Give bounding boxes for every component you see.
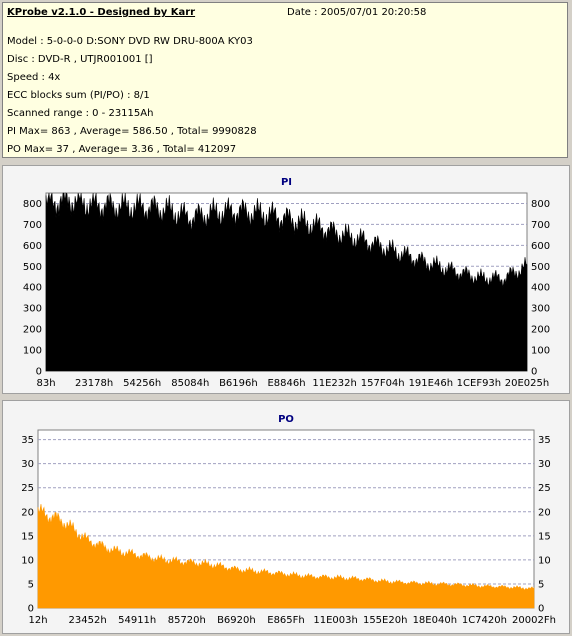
pi-xtick-label: 54256h	[123, 378, 161, 389]
disc-line: Disc : DVD-R , UTJR001001 []	[7, 54, 153, 65]
po-ytick-right: 10	[538, 555, 551, 566]
speed-line: Speed : 4x	[7, 72, 61, 83]
po-title: PO	[278, 414, 294, 425]
pi-ytick-right: 600	[531, 241, 550, 252]
po-summary-line: PO Max= 37 , Average= 3.36 , Total= 4120…	[7, 144, 237, 155]
pi-ytick-left: 800	[23, 199, 42, 210]
po-series-area	[37, 504, 535, 609]
po-xtick-label: E865Fh	[267, 615, 305, 626]
pi-ytick-right: 800	[531, 199, 550, 210]
po-xtick-label: 155E20h	[363, 615, 407, 626]
app-title: KProbe v2.1.0 - Designed by Karr	[7, 7, 196, 18]
po-xtick-label: 23452h	[69, 615, 107, 626]
pi-xtick-label: 83h	[36, 378, 55, 389]
pi-ytick-left: 300	[23, 304, 42, 315]
po-xtick-label: 11E003h	[313, 615, 357, 626]
po-ytick-right: 25	[538, 483, 551, 494]
ecc-line: ECC blocks sum (PI/PO) : 8/1	[7, 90, 150, 101]
pi-ytick-right: 400	[531, 283, 550, 294]
po-xtick-label: B6920h	[217, 615, 256, 626]
po-ytick-left: 15	[21, 531, 34, 542]
po-ytick-right: 35	[538, 435, 551, 446]
po-ytick-left: 0	[28, 604, 34, 615]
pi-ytick-right: 0	[531, 367, 537, 378]
pi-xtick-label: 23178h	[75, 378, 113, 389]
pi-ytick-right: 300	[531, 304, 550, 315]
pi-title: PI	[281, 177, 292, 188]
pi-xtick-label: 1CEF93h	[457, 378, 501, 389]
po-ytick-left: 5	[28, 579, 34, 590]
pi-ytick-left: 100	[23, 346, 42, 357]
po-xtick-label: 85720h	[168, 615, 206, 626]
po-ytick-right: 20	[538, 507, 551, 518]
pi-summary-line: PI Max= 863 , Average= 586.50 , Total= 9…	[7, 126, 257, 137]
po-ytick-left: 35	[21, 435, 34, 446]
info-panel: KProbe v2.1.0 - Designed by Karr Date : …	[2, 2, 568, 158]
pi-xtick-label: 157F04h	[361, 378, 405, 389]
po-ytick-right: 30	[538, 459, 551, 470]
pi-xtick-label: 20E025h	[505, 378, 549, 389]
po-ytick-left: 20	[21, 507, 34, 518]
pi-ytick-left: 500	[23, 262, 42, 273]
po-chart: PO 0 0 5 5 10 10 15 15 20 20 25 25 30 30 35 35 12h 23452h 5…	[21, 414, 556, 626]
model-line: Model : 5-0-0-0 D:SONY DVD RW DRU-800A K…	[7, 36, 253, 47]
pi-ytick-right: 500	[531, 262, 550, 273]
pi-xtick-label: E8846h	[267, 378, 305, 389]
pi-ytick-left: 200	[23, 325, 42, 336]
po-ytick-left: 30	[21, 459, 34, 470]
pi-ytick-right: 700	[531, 220, 550, 231]
scan-date: Date : 2005/07/01 20:20:58	[287, 7, 427, 18]
po-xtick-label: 1C7420h	[462, 615, 507, 626]
pi-ytick-left: 600	[23, 241, 42, 252]
range-line: Scanned range : 0 - 23115Ah	[7, 108, 154, 119]
po-ytick-left: 25	[21, 483, 34, 494]
po-xtick-label: 18E040h	[413, 615, 457, 626]
pi-chart-panel: PI 0 0 100 100 200 200 300 300 400 400 500 500 600 600…	[2, 165, 570, 394]
pi-xtick-label: 11E232h	[312, 378, 356, 389]
pi-xtick-label: B6196h	[219, 378, 258, 389]
po-xtick-label: 54911h	[118, 615, 156, 626]
pi-series-area	[45, 192, 528, 372]
po-chart-panel: PO 0 0 5 5 10 10 15 15 20 20 25 25 30 30 35 35 12h 23452h 5…	[2, 400, 570, 634]
po-ytick-right: 5	[538, 579, 544, 590]
pi-ytick-left: 0	[36, 367, 42, 378]
po-ytick-left: 10	[21, 555, 34, 566]
po-xtick-label: 12h	[28, 615, 47, 626]
po-xtick-label: 20002Fh	[512, 615, 556, 626]
pi-ytick-left: 700	[23, 220, 42, 231]
po-ytick-right: 15	[538, 531, 551, 542]
po-ytick-right: 0	[538, 604, 544, 615]
pi-xtick-label: 85084h	[171, 378, 209, 389]
pi-ytick-right: 200	[531, 325, 550, 336]
pi-xtick-label: 191E46h	[409, 378, 453, 389]
pi-ytick-right: 100	[531, 346, 550, 357]
pi-ytick-left: 400	[23, 283, 42, 294]
pi-chart: PI 0 0 100 100 200 200 300 300 400 400 500 500 600 600…	[23, 177, 550, 389]
